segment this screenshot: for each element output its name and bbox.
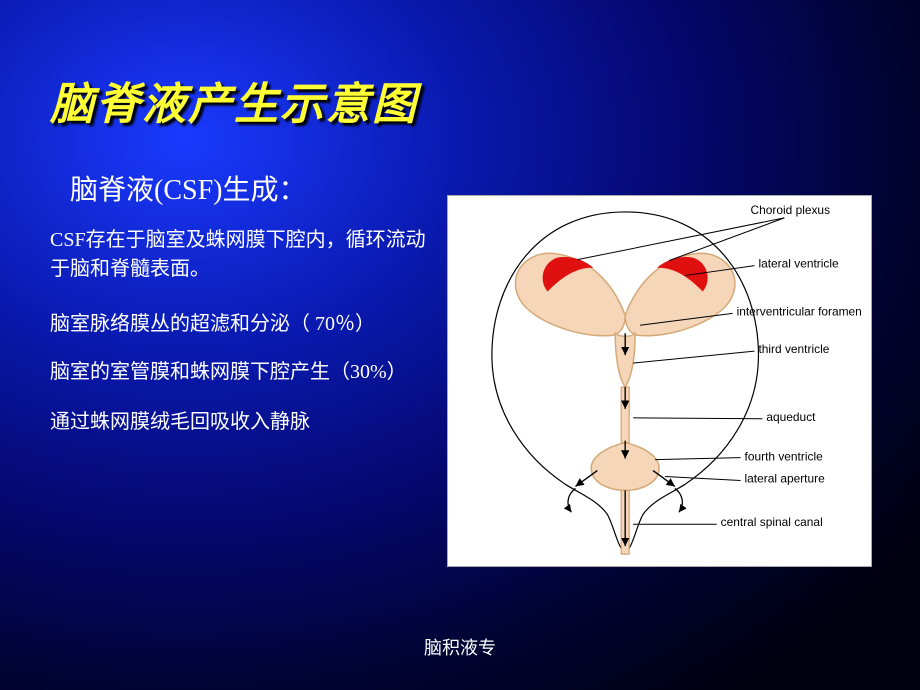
footer-text: 脑积液专 <box>0 634 920 660</box>
svg-text:aqueduct: aqueduct <box>766 410 816 424</box>
anatomy-diagram: Choroid plexus lateral ventricle intervent… <box>447 195 872 567</box>
body-line-2: 脑室脉络膜丛的超滤和分泌（ 70％） <box>50 310 430 339</box>
body-line-1: CSF存在于脑室及蛛网膜下腔内，循环流动于脑和脊髓表面。 <box>50 226 430 284</box>
slide-subtitle: 脑脊液(CSF)生成： <box>70 168 306 208</box>
body-line-4: 通过蛛网膜绒毛回吸收入静脉 <box>50 408 430 437</box>
slide-title: 脑脊液产生示意图 <box>50 68 418 132</box>
svg-text:Choroid plexus: Choroid plexus <box>751 203 831 217</box>
svg-text:third ventricle: third ventricle <box>758 342 829 356</box>
svg-text:lateral ventricle: lateral ventricle <box>758 257 839 271</box>
svg-text:interventricular foramen: interventricular foramen <box>737 304 862 318</box>
slide: 脑脊液产生示意图 脑脊液(CSF)生成： CSF存在于脑室及蛛网膜下腔内，循环流… <box>0 0 920 690</box>
svg-text:central spinal canal: central spinal canal <box>721 515 823 529</box>
svg-text:fourth ventricle: fourth ventricle <box>745 450 824 464</box>
body-line-3: 脑室的室管膜和蛛网膜下腔产生（30%） <box>50 358 430 387</box>
svg-text:lateral aperture: lateral aperture <box>745 471 826 485</box>
